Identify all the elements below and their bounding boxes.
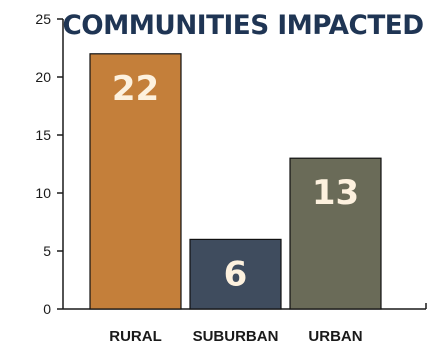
- bar-urban: [289, 157, 382, 310]
- value-labels: 22 6 13: [112, 69, 359, 295]
- value-label-suburban: 6: [224, 254, 248, 294]
- bars: [89, 53, 382, 310]
- value-label-urban: 13: [312, 173, 359, 213]
- category-label-rural: RURAL: [109, 328, 162, 345]
- y-tick-label: 0: [43, 301, 51, 317]
- category-label-urban: URBAN: [308, 328, 362, 345]
- y-tick-label: 5: [43, 243, 51, 259]
- chart-title: COMMUNITIES IMPACTED: [62, 11, 423, 41]
- bar-suburban: [189, 238, 282, 310]
- category-labels: RURAL SUBURBAN URBAN: [109, 328, 362, 345]
- value-label-rural: 22: [112, 69, 159, 109]
- y-tick-label: 25: [35, 11, 51, 27]
- bar-rural: [89, 53, 182, 310]
- y-tick-label: 15: [35, 127, 51, 143]
- y-axis: 0 5 10 15 20 25: [35, 11, 64, 317]
- y-tick-label: 20: [35, 69, 51, 85]
- category-label-suburban: SUBURBAN: [193, 328, 279, 345]
- y-tick-label: 10: [35, 185, 51, 201]
